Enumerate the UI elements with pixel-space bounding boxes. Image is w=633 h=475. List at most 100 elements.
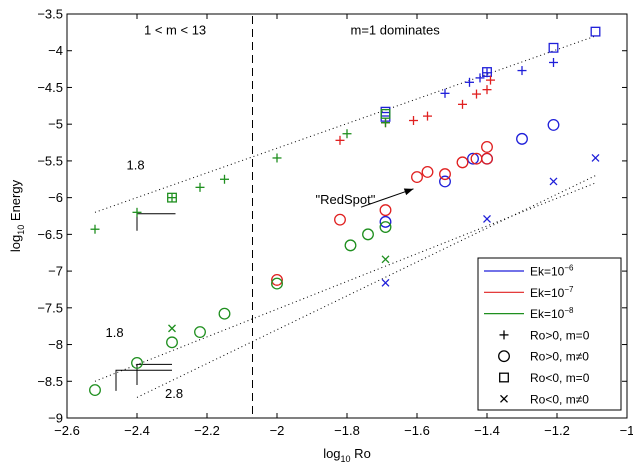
data-point [90, 224, 100, 234]
y-tick-label: −7.5 [37, 300, 63, 315]
data-point [131, 356, 143, 369]
data-point [335, 135, 345, 145]
x-tick-label: −1.6 [404, 423, 430, 438]
data-point [381, 278, 390, 287]
legend-label-base: Ek=10 [530, 286, 565, 300]
data-point [483, 214, 491, 223]
data-point [439, 175, 451, 188]
data-point [421, 165, 434, 178]
data-point [362, 228, 374, 241]
series-8 [89, 221, 392, 397]
series-4 [381, 154, 600, 287]
data-point [548, 42, 559, 53]
data-point [486, 75, 495, 85]
data-point [381, 118, 390, 128]
data-marks [89, 26, 601, 397]
data-point [220, 174, 229, 184]
fit-line-3 [136, 175, 596, 398]
legend-label: Ro>0, m=0 [530, 328, 590, 342]
data-point [167, 192, 177, 203]
data-point [481, 152, 493, 165]
regime-label-1: 1 < m < 13 [144, 23, 206, 38]
legend-entry-7: Ro<0, m≠0 [500, 392, 589, 406]
y-tick-label: −4 [48, 43, 63, 58]
slope-bracket [115, 369, 172, 391]
legend-entry-3: Ek=10−8 [484, 306, 574, 321]
x-tick-label: −2.4 [124, 423, 150, 438]
legend-label-exp: −7 [564, 285, 574, 294]
legend-entry-1: Ek=10−6 [484, 264, 574, 279]
regime-label-2: m=1 dominates [351, 23, 441, 38]
y-axis-label: log10 Energy [8, 179, 26, 252]
data-point [456, 156, 469, 169]
legend-label: Ro<0, m≠0 [530, 392, 589, 406]
data-point [409, 116, 418, 126]
y-axis-label-sub: 10 [16, 225, 26, 235]
data-point [342, 129, 352, 139]
fit-line-1 [94, 35, 596, 213]
redspot-arrow-shaft [360, 188, 414, 208]
x-tick-label: −1.4 [474, 423, 500, 438]
x-axis-label-sub: 10 [341, 454, 351, 464]
series-1 [440, 57, 558, 98]
data-point [423, 111, 432, 121]
slope-label: 1.8 [106, 325, 124, 340]
series-9 [167, 108, 391, 203]
slope-label: 1.8 [127, 158, 145, 173]
data-point [482, 67, 492, 77]
data-point [218, 307, 231, 320]
y-tick-label: −4.5 [37, 80, 63, 95]
y-axis-label-main: log [8, 235, 23, 252]
x-tick-label: −2.2 [194, 423, 220, 438]
series-10 [168, 255, 390, 333]
data-point [379, 221, 392, 233]
x-tick-label: −1.8 [334, 423, 360, 438]
x-tick-label: −1.2 [544, 423, 570, 438]
data-point [481, 141, 493, 153]
slope-annotation-3: 2.8 [136, 363, 183, 401]
data-point [439, 168, 451, 181]
data-point [465, 77, 474, 87]
data-point [132, 207, 142, 217]
data-point [475, 73, 485, 83]
y-tick-label: −7 [48, 264, 63, 279]
legend-label: Ro>0, m≠0 [530, 350, 589, 364]
y-tick-label: −8 [48, 337, 63, 352]
y-tick-label: −9 [48, 411, 63, 426]
data-point [272, 153, 282, 163]
data-point [89, 384, 101, 397]
slope-bracket [136, 363, 172, 385]
series-6 [271, 141, 493, 286]
legend-entry-5: Ro>0, m≠0 [498, 350, 589, 364]
y-axis-label-rest: Energy [8, 179, 23, 224]
legend-box [477, 257, 622, 411]
legend-label-exp: −8 [564, 306, 574, 315]
series-7 [90, 118, 390, 234]
slope-label: 2.8 [165, 386, 183, 401]
data-point [194, 326, 206, 339]
data-point [516, 132, 528, 145]
legend-marker [499, 372, 509, 383]
legend-label: Ek=10−6 [530, 264, 574, 279]
data-point [458, 99, 467, 109]
x-tick-label: −2 [270, 423, 285, 438]
legend: Ek=10−6Ek=10−7Ek=10−8Ro>0, m=0Ro>0, m≠0R… [477, 257, 622, 411]
legend-label-base: Ek=10 [530, 307, 565, 321]
data-point [379, 215, 392, 228]
legend-marker [499, 330, 509, 340]
data-point [590, 26, 601, 37]
y-tick-label: −6.5 [37, 227, 63, 242]
x-axis-label: log10 Ro [323, 446, 371, 464]
data-point [467, 152, 479, 165]
y-tick-label: −6 [48, 190, 63, 205]
redspot-label: "RedSpot" [316, 192, 376, 207]
y-tick-label: −8.5 [37, 374, 63, 389]
legend-label: Ro<0, m=0 [530, 371, 590, 385]
annotations: 1 < m < 13 m=1 dominates 1.8 1.8 2.8 "RedSpot… [106, 23, 441, 402]
data-point [549, 57, 558, 67]
legend-label: Ek=10−7 [530, 285, 574, 300]
data-point [166, 336, 178, 349]
fit-lines [94, 35, 596, 398]
y-tick-label: −3.5 [37, 7, 63, 22]
